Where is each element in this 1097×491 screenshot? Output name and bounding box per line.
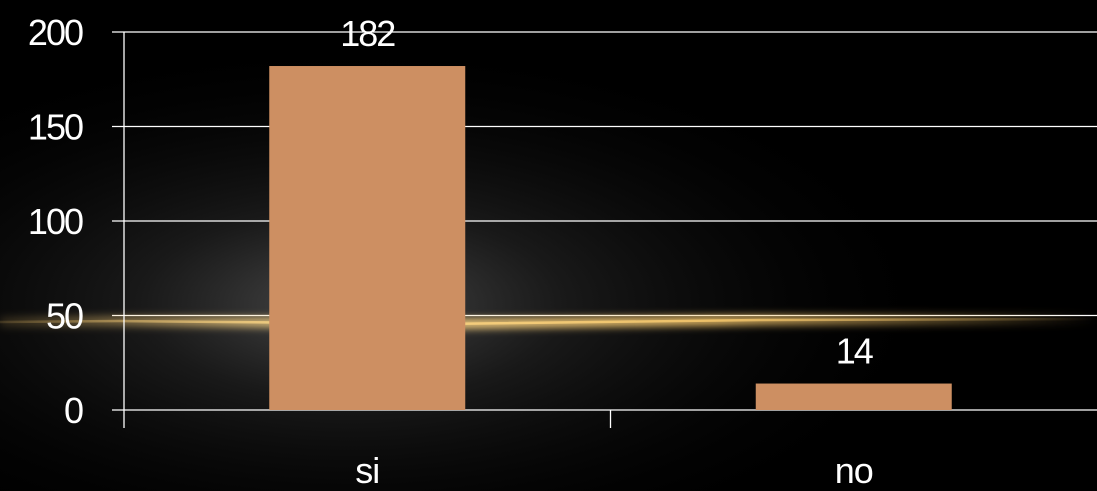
y-tick-label: 50	[46, 296, 83, 337]
y-tick-label: 100	[28, 201, 83, 242]
bar-si	[269, 66, 466, 411]
y-axis: 0 50 100 150 200	[28, 12, 125, 431]
y-tick-label: 200	[28, 12, 83, 53]
y-tick-label: 150	[28, 107, 83, 148]
category-labels: si no	[355, 450, 874, 491]
data-label-si: 182	[340, 13, 395, 54]
data-label-no: 14	[836, 331, 873, 372]
category-label-no: no	[835, 450, 873, 491]
data-labels: 182 14	[340, 13, 875, 372]
category-label-si: si	[355, 450, 379, 491]
y-tick-label: 0	[64, 390, 83, 431]
glow-line	[0, 314, 1097, 330]
bar-no	[755, 383, 952, 410]
bars	[269, 66, 952, 411]
